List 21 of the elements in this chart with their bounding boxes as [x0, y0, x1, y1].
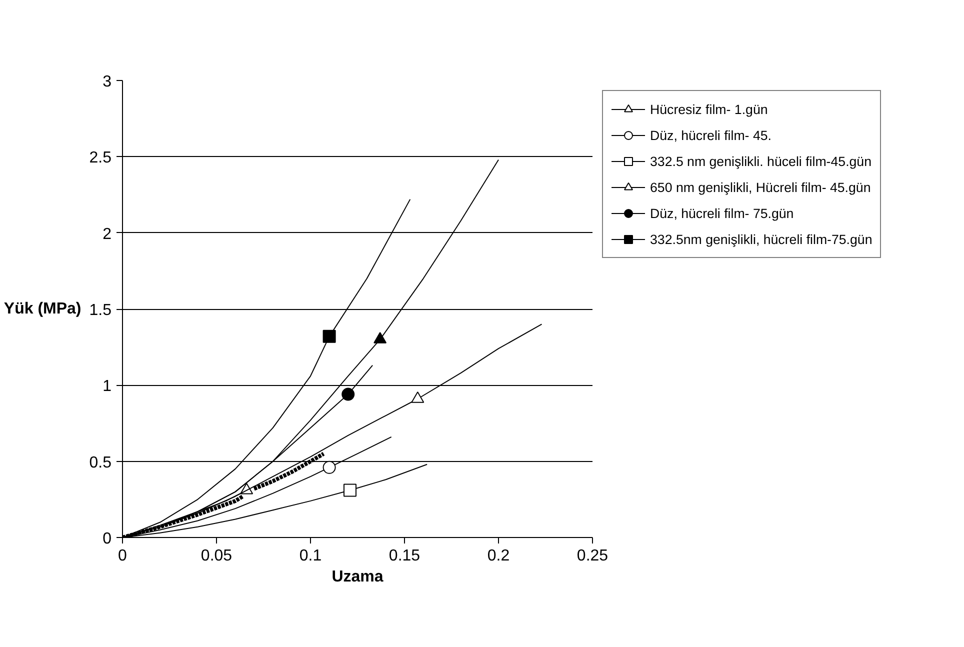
x-tick-label: 0.05 — [200, 548, 232, 564]
legend-label: Düz, hücreli film- 75.gün — [650, 204, 794, 222]
y-tick-label: 2 — [102, 226, 112, 243]
y-tick-label: 1 — [102, 378, 112, 396]
y-tick-label: 2.5 — [89, 150, 112, 167]
y-tick-label: 3 — [102, 74, 112, 90]
y-tick-label: 1.5 — [89, 302, 112, 319]
x-tick-label: 0.2 — [487, 548, 510, 564]
legend-label: 332.5nm genişlikli, hücreli film-75.gün — [650, 230, 872, 248]
y-tick-label: 0 — [102, 530, 112, 548]
y-tick-label: 0.5 — [89, 454, 112, 472]
x-tick-label: 0.1 — [299, 548, 322, 564]
legend-label: Düz, hücreli film- 45. — [650, 126, 772, 144]
x-tick-label: 0 — [118, 548, 128, 564]
x-tick-label: 0.25 — [576, 548, 608, 564]
legend-label: 650 nm genişlikli, Hücreli film- 45.gün — [650, 178, 871, 196]
legend-label: Hücresiz film- 1.gün — [650, 100, 768, 118]
x-axis-title: Uzama — [332, 568, 384, 586]
x-tick-label: 0.15 — [388, 548, 420, 564]
y-axis-title: Yük (MPa) — [4, 300, 82, 318]
legend-label: 332.5 nm genişlikli. hüceli film-45.gün — [650, 152, 872, 170]
